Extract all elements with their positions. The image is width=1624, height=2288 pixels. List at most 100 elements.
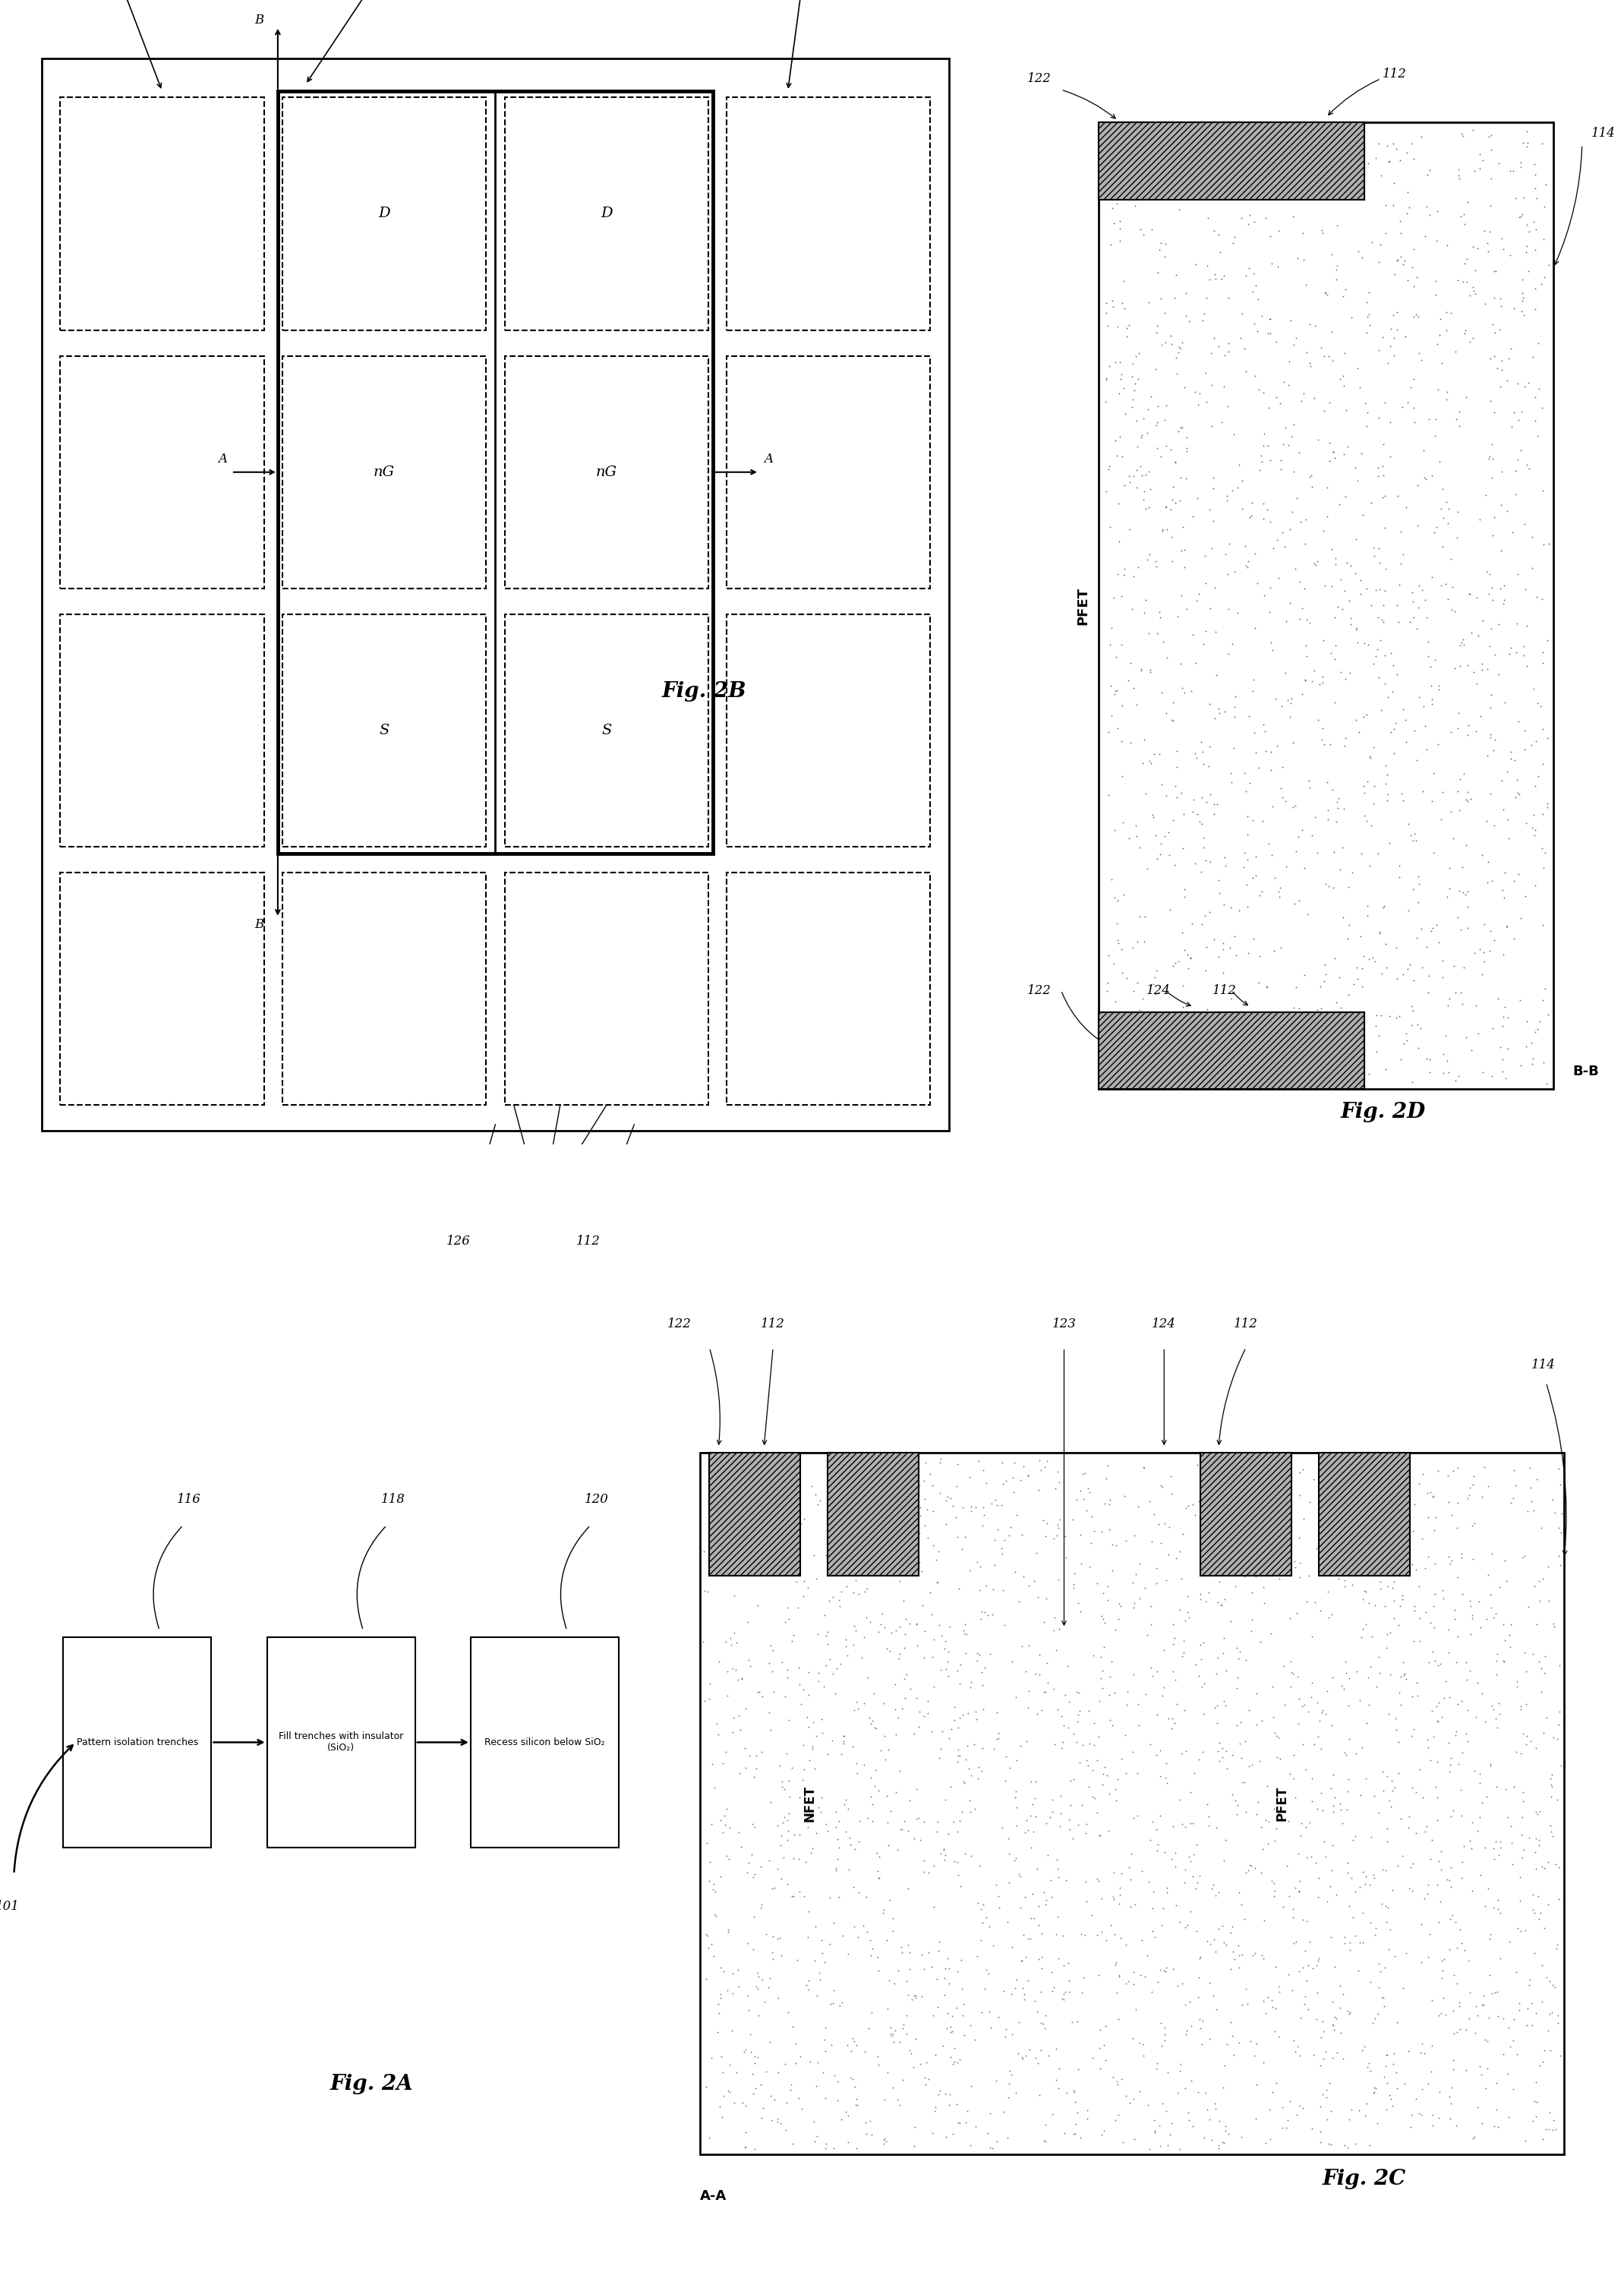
Point bbox=[1138, 1913, 1164, 1949]
Point bbox=[1517, 1961, 1543, 1997]
Point bbox=[1541, 2103, 1567, 2139]
Text: 112: 112 bbox=[1382, 69, 1406, 80]
Point bbox=[1450, 627, 1476, 664]
Point bbox=[1182, 734, 1208, 771]
Point bbox=[1548, 1515, 1574, 1551]
Point bbox=[1200, 1977, 1226, 2013]
Point bbox=[1289, 1901, 1315, 1938]
Point bbox=[1127, 991, 1153, 1027]
Point bbox=[1400, 599, 1426, 636]
Point bbox=[1233, 1487, 1259, 1524]
Point bbox=[1020, 1787, 1046, 1824]
Point bbox=[1168, 1782, 1194, 1819]
Point bbox=[1387, 998, 1413, 1034]
Point bbox=[1437, 2100, 1463, 2137]
Point bbox=[924, 1542, 950, 1579]
Point bbox=[1080, 1638, 1106, 1675]
Text: Fig. 2C: Fig. 2C bbox=[1322, 2169, 1406, 2190]
Point bbox=[1280, 1737, 1306, 1773]
Point bbox=[911, 1842, 937, 1878]
Point bbox=[1436, 1679, 1462, 1716]
Point bbox=[1390, 1837, 1416, 1874]
Point bbox=[719, 1956, 745, 1993]
Point bbox=[1153, 1949, 1179, 1986]
Point bbox=[1447, 792, 1473, 828]
Point bbox=[1108, 627, 1134, 664]
Point bbox=[957, 1554, 983, 1590]
Point bbox=[1359, 1538, 1385, 1574]
Point bbox=[1255, 1803, 1281, 1840]
Point bbox=[1366, 332, 1392, 368]
Point bbox=[1156, 165, 1182, 201]
Point bbox=[1479, 517, 1505, 554]
Point bbox=[1525, 1011, 1551, 1048]
Point bbox=[1033, 1997, 1059, 2034]
Point bbox=[1376, 776, 1402, 812]
Point bbox=[1288, 1558, 1314, 1595]
Point bbox=[1293, 627, 1319, 664]
Point bbox=[1341, 1874, 1367, 1910]
Point bbox=[1514, 206, 1540, 243]
Point bbox=[1466, 1583, 1492, 1620]
Point bbox=[927, 2073, 953, 2110]
Point bbox=[1374, 1824, 1400, 1860]
Point bbox=[1265, 874, 1291, 911]
Point bbox=[1515, 364, 1541, 400]
Point bbox=[1288, 1805, 1314, 1842]
Point bbox=[1009, 1629, 1034, 1666]
Point bbox=[968, 1599, 994, 1636]
Point bbox=[1371, 458, 1397, 494]
Point bbox=[1520, 1492, 1546, 1528]
Point bbox=[1153, 1954, 1179, 1991]
Point bbox=[1393, 1936, 1419, 1972]
Point bbox=[1367, 1448, 1393, 1485]
Point bbox=[882, 1691, 908, 1727]
Point bbox=[1153, 1563, 1179, 1599]
Point bbox=[1374, 680, 1400, 716]
Point bbox=[1419, 911, 1445, 947]
Point bbox=[1215, 556, 1241, 593]
Point bbox=[715, 1654, 741, 1691]
Point bbox=[932, 1483, 958, 1519]
Point bbox=[1486, 311, 1512, 348]
Point bbox=[1520, 339, 1546, 375]
Point bbox=[1510, 1782, 1536, 1819]
Point bbox=[883, 1716, 909, 1753]
Point bbox=[1450, 1828, 1476, 1865]
Point bbox=[1444, 1645, 1470, 1682]
Point bbox=[729, 1661, 755, 1698]
Point bbox=[1234, 1986, 1260, 2023]
Point bbox=[1377, 2078, 1403, 2114]
Point bbox=[1389, 1801, 1415, 1837]
Point bbox=[1104, 709, 1130, 746]
Point bbox=[874, 2123, 900, 2160]
Point bbox=[1060, 2116, 1086, 2153]
Point bbox=[1453, 780, 1479, 817]
Point bbox=[1124, 686, 1150, 723]
Point bbox=[979, 1926, 1005, 1963]
Point bbox=[1267, 1975, 1293, 2011]
Point bbox=[1501, 2002, 1527, 2039]
Point bbox=[1176, 950, 1202, 986]
Point bbox=[1171, 1048, 1197, 1085]
Point bbox=[1489, 453, 1515, 490]
Point bbox=[1377, 142, 1403, 178]
Point bbox=[893, 1657, 919, 1693]
Point bbox=[1405, 1007, 1431, 1043]
Point bbox=[1410, 572, 1436, 609]
Point bbox=[1406, 334, 1432, 371]
Point bbox=[1103, 673, 1129, 709]
Point bbox=[1276, 698, 1302, 734]
Point bbox=[1194, 247, 1220, 284]
Point bbox=[1453, 240, 1479, 277]
Point bbox=[1356, 739, 1382, 776]
Point bbox=[971, 1592, 997, 1629]
Point bbox=[1488, 487, 1514, 524]
Point bbox=[1304, 158, 1330, 194]
Point bbox=[911, 1462, 937, 1499]
Point bbox=[1208, 1542, 1234, 1579]
Point bbox=[1423, 1576, 1449, 1613]
Point bbox=[1267, 1544, 1293, 1581]
Point bbox=[1332, 149, 1358, 185]
Point bbox=[1476, 119, 1502, 156]
